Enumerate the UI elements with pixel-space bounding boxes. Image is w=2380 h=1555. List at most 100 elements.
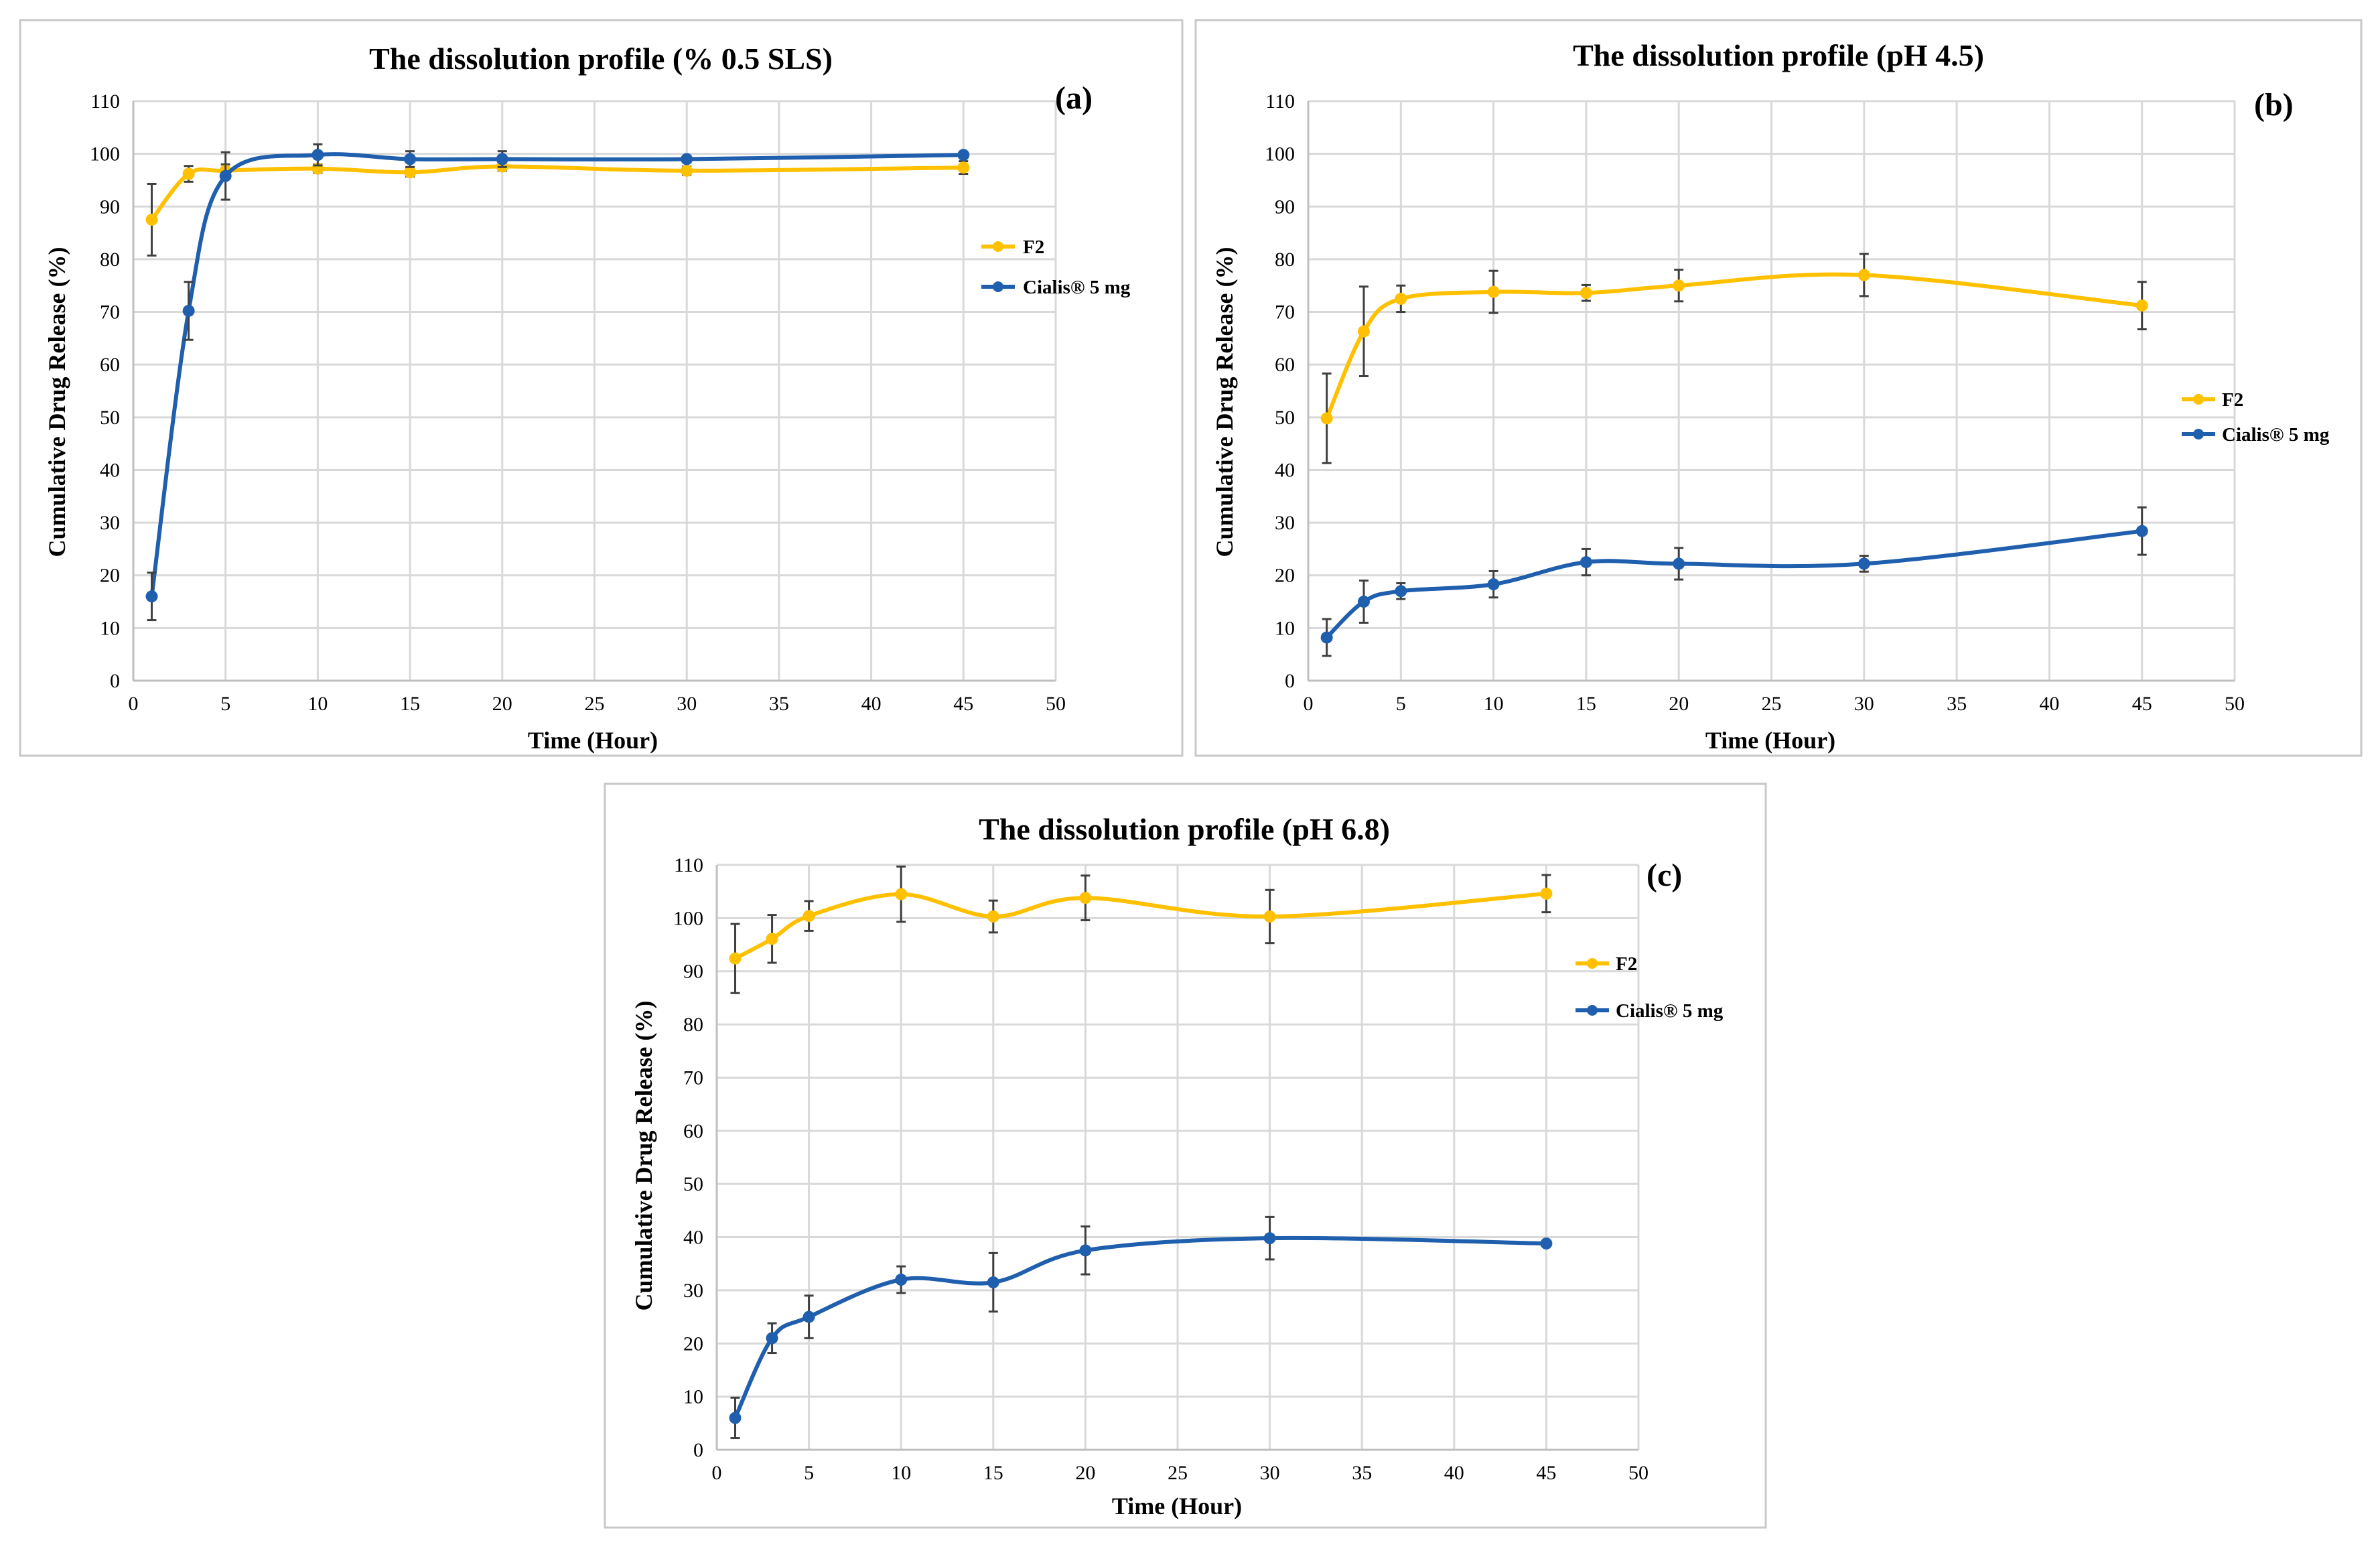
panel-c-legend: F2 Cialis® 5 mg <box>1576 953 1724 1022</box>
panel-a-cialis-point <box>681 153 693 165</box>
panel-c-f2-point <box>1079 892 1092 904</box>
panel-b-x-tick-label: 30 <box>1854 693 1874 715</box>
panel-b-x-tick-label: 0 <box>1304 693 1314 715</box>
panel-b-frame <box>1194 19 2363 757</box>
panel-b-cialis-point <box>1858 557 1870 570</box>
panel-b-legend-cialis-label: Cialis® 5 mg <box>2222 424 2330 446</box>
panel-a-f2-line <box>149 164 966 222</box>
panel-c-legend-cialis-label: Cialis® 5 mg <box>1616 1000 1724 1022</box>
panel-b-title: The dissolution profile (pH 4.5) <box>1573 38 1984 72</box>
panel-c-f2-point <box>1540 887 1553 900</box>
panel-b-legend: F2 Cialis® 5 mg <box>2182 389 2330 446</box>
panel-a-tag: (a) <box>1055 80 1093 116</box>
panel-a-y-tick-label: 50 <box>100 407 120 429</box>
panel-a-y-axis-title: Cumulative Drug Release (%) <box>44 247 70 557</box>
panel-c-x-tick-label: 0 <box>712 1462 722 1484</box>
panel-a-y-tick-label: 20 <box>100 565 120 587</box>
panel-c-y-axis-title: Cumulative Drug Release (%) <box>630 1001 657 1311</box>
panel-b-f2-point <box>1858 269 1870 281</box>
panel-b-y-tick-label: 100 <box>1265 143 1295 165</box>
panel-b-x-tick-label: 40 <box>2039 693 2059 715</box>
panel-b-y-tick-label: 60 <box>1275 354 1295 376</box>
panel-c-y-tick-label: 70 <box>683 1067 703 1089</box>
panel-a-axes: 0 10 20 30 40 50 60 70 80 90 100 110 0 5 10 15 20 25 30 35 4… <box>90 90 1066 715</box>
panel-b-cialis-point <box>1320 631 1333 644</box>
panel-a-legend-cialis-label: Cialis® 5 mg <box>1023 277 1131 298</box>
panel-c-y-tick-label: 90 <box>683 961 703 983</box>
panel-a-y-tick-label: 60 <box>100 354 120 376</box>
panel-b-x-tick-label: 20 <box>1669 693 1689 715</box>
panel-c-cialis-point <box>766 1332 778 1345</box>
panel-b-cialis-point <box>2136 525 2148 537</box>
panel-a-y-tick-label: 90 <box>100 196 120 218</box>
panel-a-f2-point <box>957 161 970 174</box>
panel-a-f2-point <box>404 166 417 179</box>
panel-b-y-tick-label: 110 <box>1265 90 1295 113</box>
panel-a-y-tick-label: 70 <box>100 301 120 324</box>
panel-b-legend-f2-marker <box>2193 394 2204 405</box>
panel-c-x-axis-title: Time (Hour) <box>1112 1493 1242 1519</box>
panel-c-cialis-point <box>895 1274 908 1286</box>
panel-a-cialis-point <box>311 149 324 161</box>
panel-a-x-tick-label: 45 <box>953 693 973 715</box>
panel-b-grid <box>1308 100 2236 681</box>
panel-c-legend-f2-label: F2 <box>1616 953 1637 975</box>
panel-c-cialis-point <box>1263 1232 1276 1245</box>
panel-b-y-tick-label: 70 <box>1275 301 1295 324</box>
panel-c-series <box>729 865 1553 1440</box>
panel-c-f2-line <box>733 891 1549 961</box>
panel-c-legend-f2-marker <box>1587 958 1598 969</box>
panel-c-cialis-point <box>802 1310 815 1323</box>
panel-c-x-tick-label: 50 <box>1628 1462 1649 1484</box>
panel-b-f2-point <box>1395 292 1407 305</box>
panel-c-x-tick-label: 20 <box>1075 1462 1095 1484</box>
panel-b-x-tick-label: 35 <box>1947 693 1967 715</box>
panel-c-f2-point <box>1263 910 1276 923</box>
panel-b-x-tick-label: 15 <box>1576 693 1596 715</box>
panel-a-series <box>145 143 970 622</box>
panel-a-y-tick-label: 80 <box>100 249 120 271</box>
panel-a-f2-point <box>182 167 195 180</box>
panel-b-cialis-point <box>1487 578 1500 591</box>
panel-c-x-tick-label: 15 <box>983 1462 1003 1484</box>
panel-b-series <box>1320 253 2148 657</box>
panel-c-y-tick-label: 100 <box>673 907 703 929</box>
panel-c-y-tick-label: 30 <box>683 1280 703 1302</box>
panel-a-title: The dissolution profile (% 0.5 SLS) <box>369 42 833 76</box>
panel-b-cialis-line <box>1324 529 2144 640</box>
panel-a-x-tick-label: 30 <box>677 693 697 715</box>
panel-b: 0 10 20 30 40 50 60 70 80 90 100 110 0 5 10 15 20 25 30 35 4… <box>1194 19 2363 757</box>
panel-c: 0 10 20 30 40 50 60 70 80 90 100 110 0 5 10 15 20 25 30 35 4… <box>604 783 1767 1529</box>
panel-b-y-tick-label: 0 <box>1285 670 1295 692</box>
panel-b-y-tick-label: 40 <box>1275 459 1295 481</box>
panel-c-x-tick-label: 35 <box>1352 1462 1372 1484</box>
panel-c-frame <box>604 783 1767 1529</box>
panel-a-x-axis-title: Time (Hour) <box>528 727 658 754</box>
panel-b-f2-point <box>1487 285 1500 298</box>
panel-a-x-tick-label: 40 <box>861 693 882 715</box>
panel-b-legend-f2-label: F2 <box>2222 389 2243 411</box>
panel-a-cialis-line <box>149 152 966 599</box>
panel-a-cialis-point <box>404 153 417 165</box>
panel-c-f2-point <box>895 888 908 900</box>
panel-c-legend-cialis-marker <box>1587 1005 1598 1016</box>
panel-b-y-tick-label: 30 <box>1275 512 1295 534</box>
panel-c-y-tick-label: 60 <box>683 1120 703 1142</box>
panel-a-x-tick-label: 5 <box>220 693 230 715</box>
panel-b-f2-point <box>1673 279 1685 292</box>
panel-c-y-tick-label: 10 <box>683 1386 703 1408</box>
panel-a-x-tick-label: 35 <box>769 693 789 715</box>
panel-a-cialis-point <box>957 149 970 161</box>
panel-b-y-tick-label: 20 <box>1275 565 1295 587</box>
panel-b-x-tick-label: 5 <box>1396 693 1406 715</box>
panel-a-f2-point <box>681 164 693 177</box>
panel-c-cialis-point <box>729 1412 742 1424</box>
panel-c-cialis-point <box>1079 1244 1092 1257</box>
panel-a-legend-f2-marker <box>993 241 1003 252</box>
panel-c-y-tick-label: 110 <box>674 854 703 876</box>
panel-b-y-tick-label: 10 <box>1275 617 1295 639</box>
panel-c-title: The dissolution profile (pH 6.8) <box>979 812 1390 846</box>
panel-c-x-tick-label: 45 <box>1536 1462 1556 1484</box>
panel-c-y-tick-label: 40 <box>683 1227 703 1249</box>
